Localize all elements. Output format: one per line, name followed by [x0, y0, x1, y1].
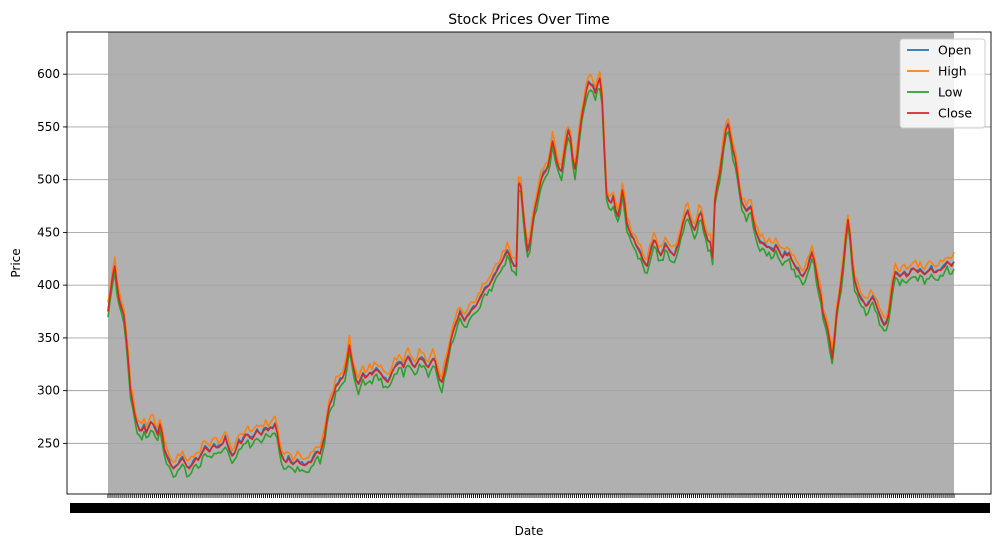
legend-box [899, 38, 986, 129]
legend-label-open: Open [938, 43, 971, 58]
plot-frame [66, 31, 992, 495]
y-tick-label: 400 [37, 278, 60, 292]
series-line-low [107, 87, 955, 479]
y-tick-label: 450 [37, 225, 60, 239]
y-tick-label: 600 [37, 67, 60, 81]
chart-title: Stock Prices Over Time [448, 12, 609, 28]
legend-label-close: Close [938, 106, 972, 121]
series-lines [107, 71, 955, 479]
y-tick-label: 500 [37, 173, 60, 187]
legend: Open High Low Close [899, 38, 986, 129]
legend-label-low: Low [938, 85, 963, 100]
x-tick-marks [70, 494, 990, 513]
x-tick-marks-dense [107, 494, 955, 498]
x-tick-labels-overlapping [70, 503, 990, 513]
y-axis-ticks: 250 300 350 400 450 500 550 600 [37, 67, 67, 450]
y-tick-label: 300 [37, 384, 60, 398]
x-axis-label: Date [515, 524, 544, 538]
y-gridlines [67, 73, 991, 444]
y-tick-label: 250 [37, 436, 60, 450]
legend-label-high: High [938, 64, 967, 79]
plot-background [108, 32, 954, 494]
y-axis-label: Price [9, 248, 23, 277]
series-line-high [107, 71, 955, 464]
series-line-close [107, 77, 955, 470]
y-tick-label: 350 [37, 331, 60, 345]
y-tick-label: 550 [37, 120, 60, 134]
